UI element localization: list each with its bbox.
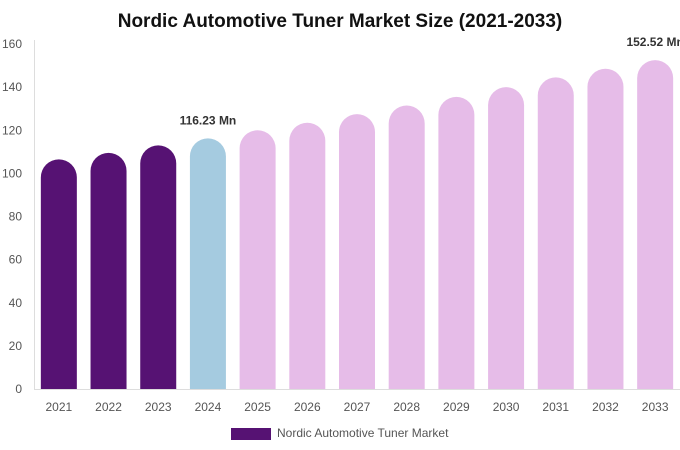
y-tick-label: 160 xyxy=(2,37,22,51)
x-tick-label: 2022 xyxy=(95,400,122,414)
data-labels: 116.23 Mn 152.52 Mn xyxy=(180,35,680,127)
y-tick-label: 140 xyxy=(2,80,22,94)
x-tick-label: 2033 xyxy=(642,400,669,414)
bar-2023 xyxy=(140,145,177,389)
x-tick-label: 2032 xyxy=(592,400,619,414)
y-tick-label: 80 xyxy=(9,210,23,224)
bar-2026 xyxy=(289,122,326,389)
x-tick-label: 2029 xyxy=(443,400,470,414)
y-tick-label: 60 xyxy=(9,253,23,267)
bar-2024 xyxy=(189,138,226,389)
chart-title: Nordic Automotive Tuner Market Size (202… xyxy=(118,11,563,32)
x-tick-label: 2026 xyxy=(294,400,321,414)
bar-2029 xyxy=(438,96,475,389)
x-tick-label: 2030 xyxy=(493,400,520,414)
bar-2025 xyxy=(239,130,276,390)
y-axis: 0 20 40 60 80 100 120 140 160 xyxy=(2,37,35,396)
data-label: 116.23 Mn xyxy=(180,113,237,127)
legend-label: Nordic Automotive Tuner Market xyxy=(277,426,449,440)
x-tick-label: 2021 xyxy=(45,400,72,414)
x-tick-label: 2031 xyxy=(542,400,569,414)
x-tick-label: 2025 xyxy=(244,400,271,414)
bar-2033 xyxy=(637,60,674,390)
bar-2031 xyxy=(537,77,574,389)
y-tick-label: 120 xyxy=(2,123,22,137)
x-tick-label: 2028 xyxy=(393,400,420,414)
bar-2022 xyxy=(90,152,127,389)
y-tick-label: 20 xyxy=(9,339,23,353)
bar-2028 xyxy=(388,105,425,389)
bar-2030 xyxy=(488,87,525,390)
y-tick-label: 40 xyxy=(9,296,23,310)
bars xyxy=(40,60,674,390)
x-tick-label: 2027 xyxy=(344,400,371,414)
x-axis: 2021 2022 2023 2024 2025 2026 2027 2028 2029 2030… xyxy=(34,389,680,414)
legend-swatch xyxy=(231,428,271,440)
x-tick-label: 2023 xyxy=(145,400,172,414)
legend: Nordic Automotive Tuner Market xyxy=(231,426,449,440)
bar-2021 xyxy=(40,159,77,389)
x-tick-label: 2024 xyxy=(195,400,222,414)
data-label: 152.52 Mn xyxy=(626,35,680,49)
bar-2027 xyxy=(339,114,375,389)
bar-2032 xyxy=(587,68,624,389)
y-tick-label: 100 xyxy=(2,166,22,180)
y-tick-label: 0 xyxy=(15,382,22,396)
